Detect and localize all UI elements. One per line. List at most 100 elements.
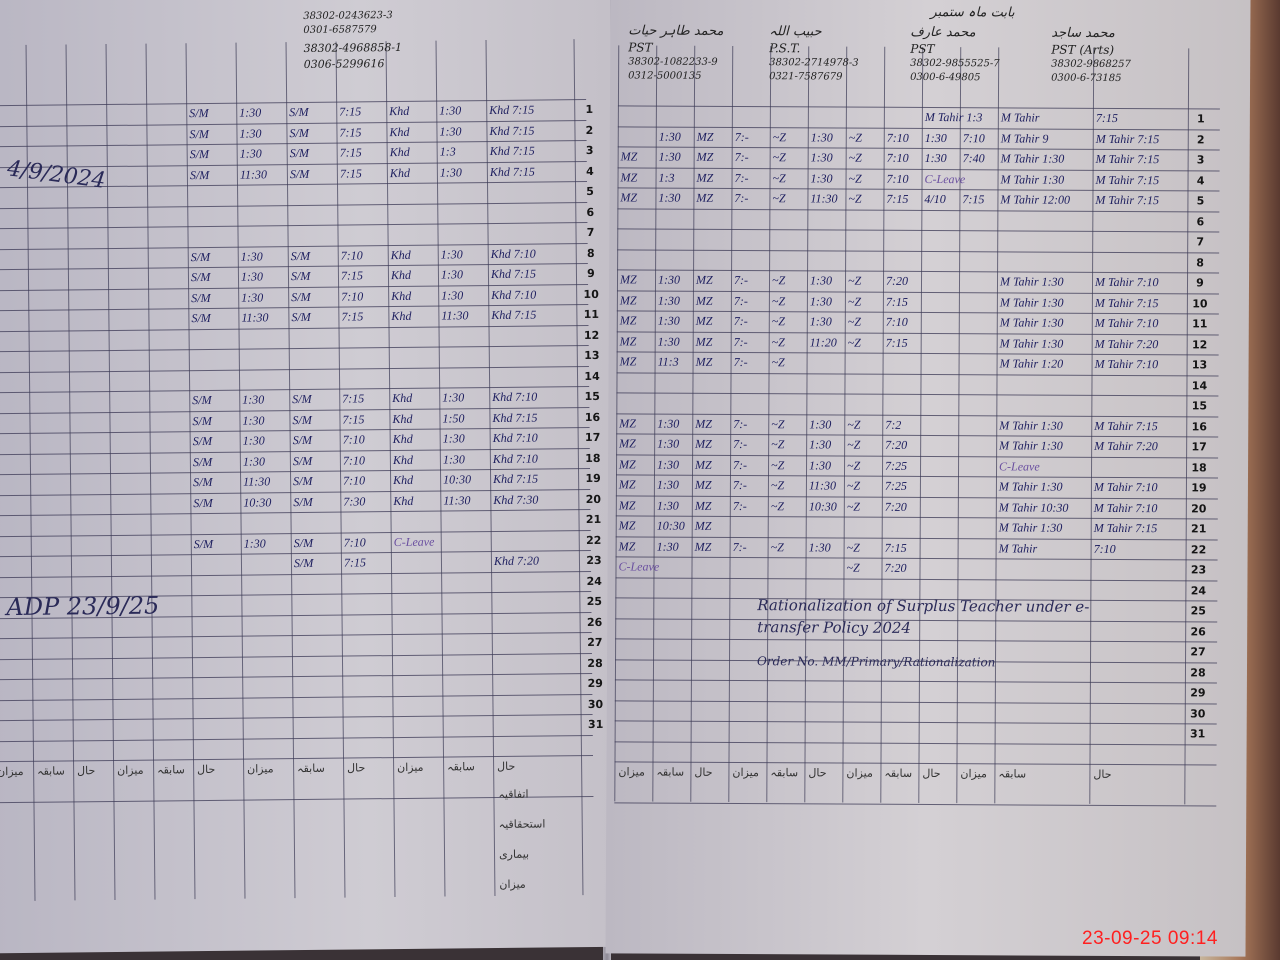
attendance-entry: 7:10 <box>343 473 366 488</box>
footer-label: سابقہ <box>884 766 913 780</box>
day-number: 14 <box>1191 378 1208 392</box>
attendance-entry: M Tahir 1:30 <box>999 438 1063 453</box>
day-number: 3 <box>1196 153 1205 167</box>
month-label: بابت ماہ ستمبر <box>930 5 1015 21</box>
day-number: 1 <box>1197 112 1205 126</box>
teacher-phone: 0312-5000135 <box>628 70 702 82</box>
grid-row-line <box>0 713 593 722</box>
attendance-entry: Khd <box>392 390 413 406</box>
attendance-entry: 1:30 <box>439 103 462 118</box>
attendance-entry: 7:- <box>733 293 748 308</box>
day-number: 30 <box>587 697 604 711</box>
attendance-entry: 1:30 <box>440 267 464 282</box>
attendance-entry: MZ <box>696 170 714 185</box>
attendance-entry: 1:30 <box>242 433 265 448</box>
attendance-entry: 1:30 <box>440 246 463 262</box>
day-number: 26 <box>1190 624 1206 638</box>
attendance-entry: ~Z <box>847 273 862 288</box>
day-number: 16 <box>1191 419 1207 433</box>
attendance-entry: S/M <box>293 494 313 509</box>
side-label: میزان <box>499 877 526 891</box>
grid-row-line <box>617 207 1220 213</box>
grid-row-line <box>0 344 589 353</box>
attendance-entry: MZ <box>695 313 713 328</box>
footer-label: سابقہ <box>656 765 685 779</box>
day-number: 27 <box>1190 645 1206 659</box>
attendance-entry: 7:- <box>732 498 747 513</box>
attendance-entry: ~Z <box>772 129 786 144</box>
side-label: استحقاقیہ <box>498 817 546 831</box>
attendance-entry: Khd 7:10 <box>492 430 538 446</box>
attendance-entry: MZ <box>619 415 636 430</box>
attendance-entry: 11:30 <box>808 478 837 493</box>
attendance-entry: C-Leave <box>393 534 435 549</box>
attendance-entry: ~Z <box>771 437 785 452</box>
day-number: 25 <box>1190 604 1206 618</box>
teacher-cnic: 38302-1082233-9 <box>628 56 718 68</box>
day-number: 24 <box>586 574 602 588</box>
day-number: 29 <box>587 676 603 691</box>
footer-label: میزان <box>960 767 987 781</box>
footer-label: حال <box>77 764 96 778</box>
attendance-entry: MZ <box>619 313 637 328</box>
attendance-entry: Khd 7:15 <box>492 410 538 425</box>
attendance-entry: S/M <box>289 125 309 140</box>
day-number: 5 <box>586 184 594 199</box>
attendance-entry: MZ <box>695 272 713 287</box>
day-number: 31 <box>587 717 604 732</box>
attendance-entry: S/M <box>291 309 311 325</box>
attendance-entry: 1:30 <box>810 150 833 165</box>
attendance-entry: S/M <box>189 146 210 162</box>
grid-row-line <box>617 248 1220 254</box>
order-note: Order No. MM/Primary/Rationalization <box>756 654 996 670</box>
attendance-entry: MZ <box>694 518 712 533</box>
attendance-entry: M Tahir 1:30 <box>999 274 1064 289</box>
attendance-entry: 7:15 <box>339 145 362 160</box>
attendance-entry: 1:30 <box>656 477 679 492</box>
grid-row-line <box>616 392 1219 397</box>
attendance-entry: MZ <box>619 333 637 348</box>
left-cnic-2: 38302-0243623-3 <box>303 10 393 22</box>
attendance-entry: Khd <box>393 493 414 508</box>
attendance-entry: ~Z <box>846 540 860 555</box>
attendance-entry: ~Z <box>770 498 785 513</box>
footer-label: حال <box>497 759 516 773</box>
attendance-entry: ~Z <box>772 170 786 185</box>
day-number: 31 <box>1189 727 1206 741</box>
attendance-entry: M Tahir <box>998 540 1038 556</box>
day-number: 2 <box>1196 132 1205 146</box>
attendance-entry: ~Z <box>847 417 861 432</box>
attendance-entry: S/M <box>293 473 313 489</box>
grid-row-line <box>617 105 1220 110</box>
grid-row-line <box>614 720 1217 725</box>
attendance-entry: ~Z <box>847 335 861 350</box>
attendance-entry: 1:30 <box>242 453 265 469</box>
attendance-entry: M Tahir 1:30 <box>999 335 1064 351</box>
attendance-entry: 1:30 <box>442 431 465 446</box>
attendance-entry: 7:2 <box>885 417 902 432</box>
attendance-entry: S/M <box>193 536 214 551</box>
attendance-entry: Khd 7:15 <box>489 123 535 138</box>
attendance-entry: ~Z <box>772 150 786 165</box>
attendance-entry: C-Leave <box>618 559 660 574</box>
grid-row-line <box>0 324 589 332</box>
attendance-entry: MZ <box>618 538 636 553</box>
teacher-phone: 0300-6-73185 <box>1051 72 1122 85</box>
left-cnic-1: 38302-4968858-1 <box>303 40 403 55</box>
camera-timestamp: 23-09-25 09:14 <box>1082 928 1218 949</box>
attendance-entry: 1:30 <box>439 123 462 139</box>
teacher-name: حبیب اللہ <box>769 24 822 40</box>
attendance-entry: 1:30 <box>242 412 265 428</box>
day-number: 19 <box>585 471 601 486</box>
attendance-entry: Khd <box>389 103 410 119</box>
day-number: 25 <box>586 594 603 609</box>
attendance-entry: 1:30 <box>924 130 947 145</box>
attendance-entry: S/M <box>293 555 314 571</box>
footer-label: سابقہ <box>37 764 65 778</box>
attendance-entry: M Tahir 7:15 <box>1095 151 1160 167</box>
day-number: 19 <box>1191 481 1207 495</box>
attendance-entry: 7:- <box>733 334 748 349</box>
footer-label: میزان <box>618 765 645 779</box>
attendance-entry: Khd <box>392 452 413 467</box>
day-number: 26 <box>586 615 603 629</box>
